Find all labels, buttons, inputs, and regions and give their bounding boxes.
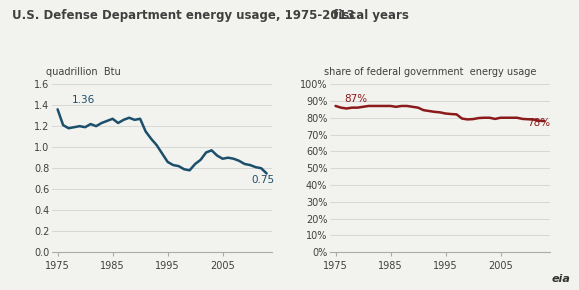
- Text: quadrillion  Btu: quadrillion Btu: [46, 67, 121, 77]
- Text: 87%: 87%: [344, 94, 367, 104]
- Text: 1.36: 1.36: [71, 95, 94, 105]
- Text: 78%: 78%: [527, 119, 550, 128]
- Text: share of federal government  energy usage: share of federal government energy usage: [324, 67, 537, 77]
- Text: 0.75: 0.75: [251, 175, 274, 185]
- Text: fiscal years: fiscal years: [333, 9, 409, 22]
- Text: eia: eia: [551, 274, 570, 284]
- Text: U.S. Defense Department energy usage, 1975-2013: U.S. Defense Department energy usage, 19…: [12, 9, 354, 22]
